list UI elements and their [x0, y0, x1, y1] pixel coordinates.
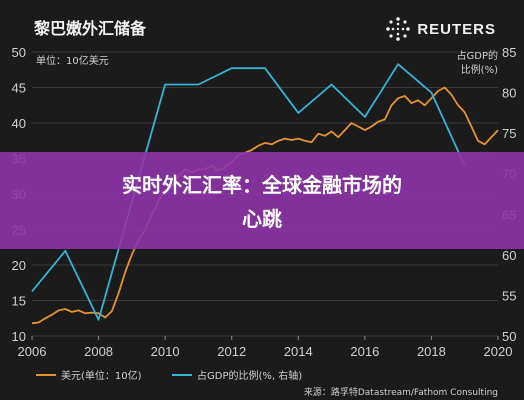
right-axis-unit-line2: 比例(%)	[461, 63, 498, 76]
right-axis-unit-line1: 占GDP的	[457, 49, 498, 62]
x-tick-label: 2008	[84, 344, 113, 359]
right-tick-label: 55	[502, 288, 516, 303]
right-tick-label: 50	[502, 329, 516, 344]
right-tick-label: 85	[502, 45, 516, 60]
x-tick-label: 2018	[417, 344, 446, 359]
chart-title: 黎巴嫩外汇储备	[34, 19, 147, 38]
x-tick-label: 2020	[484, 344, 513, 359]
reuters-logo: REUTERS	[385, 16, 496, 42]
x-tick-label: 2014	[284, 344, 313, 359]
left-tick-label: 40	[12, 116, 26, 131]
right-tick-label: 60	[502, 248, 516, 263]
left-tick-label: 50	[12, 45, 26, 60]
series-line-1	[31, 63, 466, 321]
x-tick-label: 2012	[217, 344, 246, 359]
brand-name: REUTERS	[417, 20, 496, 38]
left-tick-label: 20	[12, 258, 26, 273]
series-lines	[31, 63, 499, 325]
left-tick-label: 15	[12, 294, 26, 309]
headline-line-2: 心跳	[242, 207, 282, 231]
series-line-0	[31, 86, 499, 325]
chart-source: 来源：路孚特Datastream/Fathom Consulting	[304, 386, 498, 398]
legend-label-gdp: 占GDP的比例(%, 右轴)	[197, 369, 302, 382]
left-tick-label: 10	[12, 329, 26, 344]
right-tick-label: 80	[502, 86, 516, 101]
x-tick-label: 2006	[18, 344, 47, 359]
legend-label-fx: 美元(单位：10亿)	[61, 369, 142, 382]
legend: 美元(单位：10亿) 占GDP的比例(%, 右轴)	[36, 369, 302, 382]
right-tick-label: 75	[502, 126, 516, 141]
x-axis: 2006 2008 2010 2012 2014 2016 2018 2020	[18, 336, 513, 359]
left-tick-label: 45	[12, 81, 26, 96]
headline-text[interactable]: 实时外汇汇率：全球金融市场的 心跳	[0, 168, 524, 236]
x-tick-label: 2010	[151, 344, 180, 359]
headline-line-1: 实时外汇汇率：全球金融市场的	[122, 173, 402, 197]
reuters-dots-icon	[386, 17, 411, 41]
left-axis-unit: 单位：10亿美元	[36, 54, 109, 67]
headline-banner[interactable]: 实时外汇汇率：全球金融市场的 心跳	[0, 152, 524, 249]
x-tick-label: 2016	[350, 344, 379, 359]
